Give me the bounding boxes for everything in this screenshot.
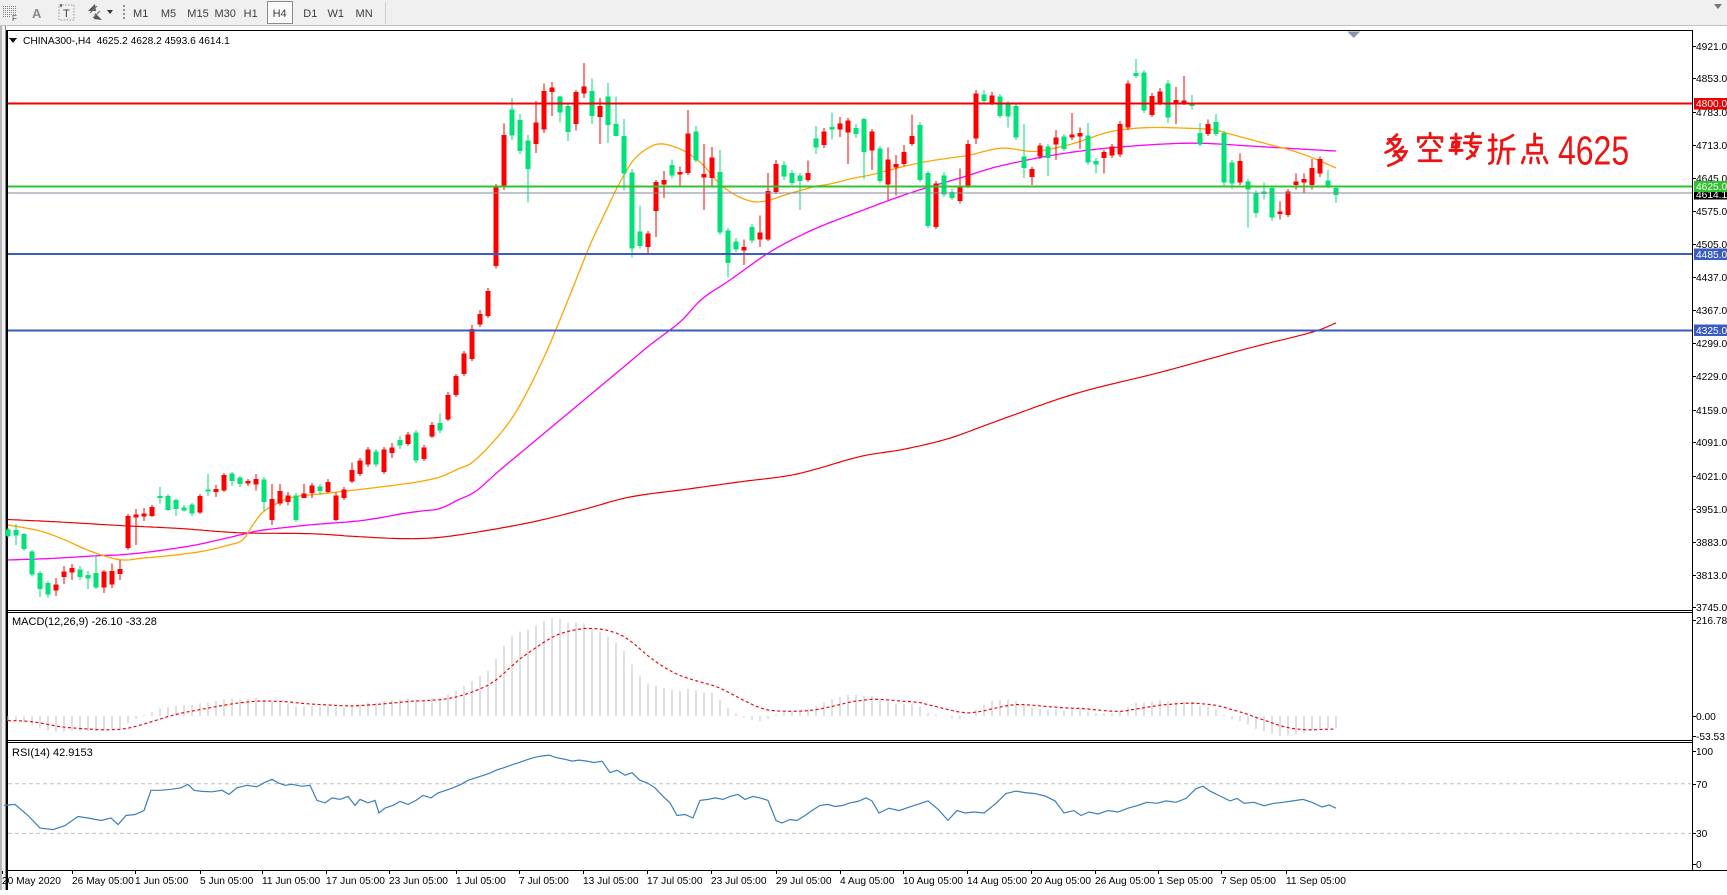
svg-text:T: T	[63, 8, 70, 20]
svg-text:4713.0: 4713.0	[1696, 141, 1727, 152]
svg-text:3745.0: 3745.0	[1696, 603, 1727, 614]
svg-text:F: F	[12, 14, 17, 23]
svg-text:20 May 2020: 20 May 2020	[2, 876, 61, 887]
svg-text:CHINA300-,H4 4625.2 4628.2 45: CHINA300-,H4 4625.2 4628.2 4593.6 4614.1	[23, 36, 230, 47]
svg-text:RSI(14) 42.9153: RSI(14) 42.9153	[12, 747, 93, 759]
svg-text:23 Jul 05:00: 23 Jul 05:00	[711, 876, 767, 887]
svg-text:A: A	[32, 6, 42, 21]
svg-text:26 May 05:00: 26 May 05:00	[72, 876, 134, 887]
svg-text:23 Jun 05:00: 23 Jun 05:00	[389, 876, 448, 887]
svg-text:M30: M30	[214, 8, 235, 20]
svg-text:4437.0: 4437.0	[1696, 273, 1727, 284]
svg-text:11 Sep 05:00: 11 Sep 05:00	[1286, 876, 1346, 887]
svg-text:17 Jun 05:00: 17 Jun 05:00	[326, 876, 385, 887]
svg-text:D1: D1	[303, 8, 317, 20]
svg-text:30: 30	[1696, 829, 1708, 840]
svg-text:7 Jul 05:00: 7 Jul 05:00	[519, 876, 569, 887]
svg-text:3813.0: 3813.0	[1696, 571, 1727, 582]
svg-text:4645.0: 4645.0	[1696, 174, 1727, 185]
svg-text:0: 0	[1696, 860, 1702, 871]
svg-text:MN: MN	[356, 8, 373, 20]
svg-text:7 Sep 05:00: 7 Sep 05:00	[1221, 876, 1276, 887]
svg-text:4 Aug 05:00: 4 Aug 05:00	[840, 876, 895, 887]
svg-text:1 Jul 05:00: 1 Jul 05:00	[456, 876, 506, 887]
svg-text:M15: M15	[187, 8, 208, 20]
svg-text:M1: M1	[133, 8, 148, 20]
svg-text:4921.0: 4921.0	[1696, 42, 1727, 53]
svg-text:-53.53: -53.53	[1696, 732, 1725, 743]
svg-text:70: 70	[1696, 780, 1708, 791]
svg-text:14 Aug 05:00: 14 Aug 05:00	[967, 876, 1027, 887]
svg-text:4800.0: 4800.0	[1696, 99, 1727, 110]
svg-text:4021.0: 4021.0	[1696, 472, 1727, 483]
svg-text:20 Aug 05:00: 20 Aug 05:00	[1031, 876, 1091, 887]
svg-text:100: 100	[1696, 747, 1713, 758]
svg-text:4159.0: 4159.0	[1696, 406, 1727, 417]
svg-text:H1: H1	[244, 8, 258, 20]
svg-text:4091.0: 4091.0	[1696, 438, 1727, 449]
svg-text:4229.0: 4229.0	[1696, 372, 1727, 383]
svg-text:216.78: 216.78	[1696, 616, 1727, 627]
svg-text:17 Jul 05:00: 17 Jul 05:00	[647, 876, 703, 887]
svg-text:3883.0: 3883.0	[1696, 538, 1727, 549]
svg-text:0.00: 0.00	[1696, 712, 1716, 723]
svg-text:M5: M5	[161, 8, 176, 20]
svg-text:W1: W1	[328, 8, 345, 20]
svg-text:3951.0: 3951.0	[1696, 505, 1727, 516]
svg-text:4299.0: 4299.0	[1696, 339, 1727, 350]
svg-text:13 Jul 05:00: 13 Jul 05:00	[583, 876, 639, 887]
svg-text:4625: 4625	[1558, 128, 1629, 174]
svg-text:5 Jun 05:00: 5 Jun 05:00	[200, 876, 254, 887]
svg-text:29 Jul 05:00: 29 Jul 05:00	[776, 876, 832, 887]
svg-text:4853.0: 4853.0	[1696, 74, 1727, 85]
svg-text:4614.1: 4614.1	[1696, 190, 1727, 201]
svg-text:4505.0: 4505.0	[1696, 240, 1727, 251]
svg-text:H4: H4	[273, 8, 287, 20]
svg-text:1 Jun 05:00: 1 Jun 05:00	[135, 876, 189, 887]
svg-text:1 Sep 05:00: 1 Sep 05:00	[1158, 876, 1213, 887]
svg-text:4783.0: 4783.0	[1696, 108, 1727, 119]
svg-text:10 Aug 05:00: 10 Aug 05:00	[903, 876, 963, 887]
svg-text:4325.0: 4325.0	[1696, 326, 1727, 337]
svg-text:MACD(12,26,9) -26.10 -33.28: MACD(12,26,9) -26.10 -33.28	[12, 616, 157, 628]
svg-text:4625.0: 4625.0	[1696, 182, 1727, 193]
svg-text:4367.0: 4367.0	[1696, 306, 1727, 317]
svg-text:4575.0: 4575.0	[1696, 207, 1727, 218]
svg-text:26 Aug 05:00: 26 Aug 05:00	[1095, 876, 1155, 887]
svg-text:4485.0: 4485.0	[1696, 250, 1727, 261]
svg-text:11 Jun 05:00: 11 Jun 05:00	[262, 876, 320, 887]
